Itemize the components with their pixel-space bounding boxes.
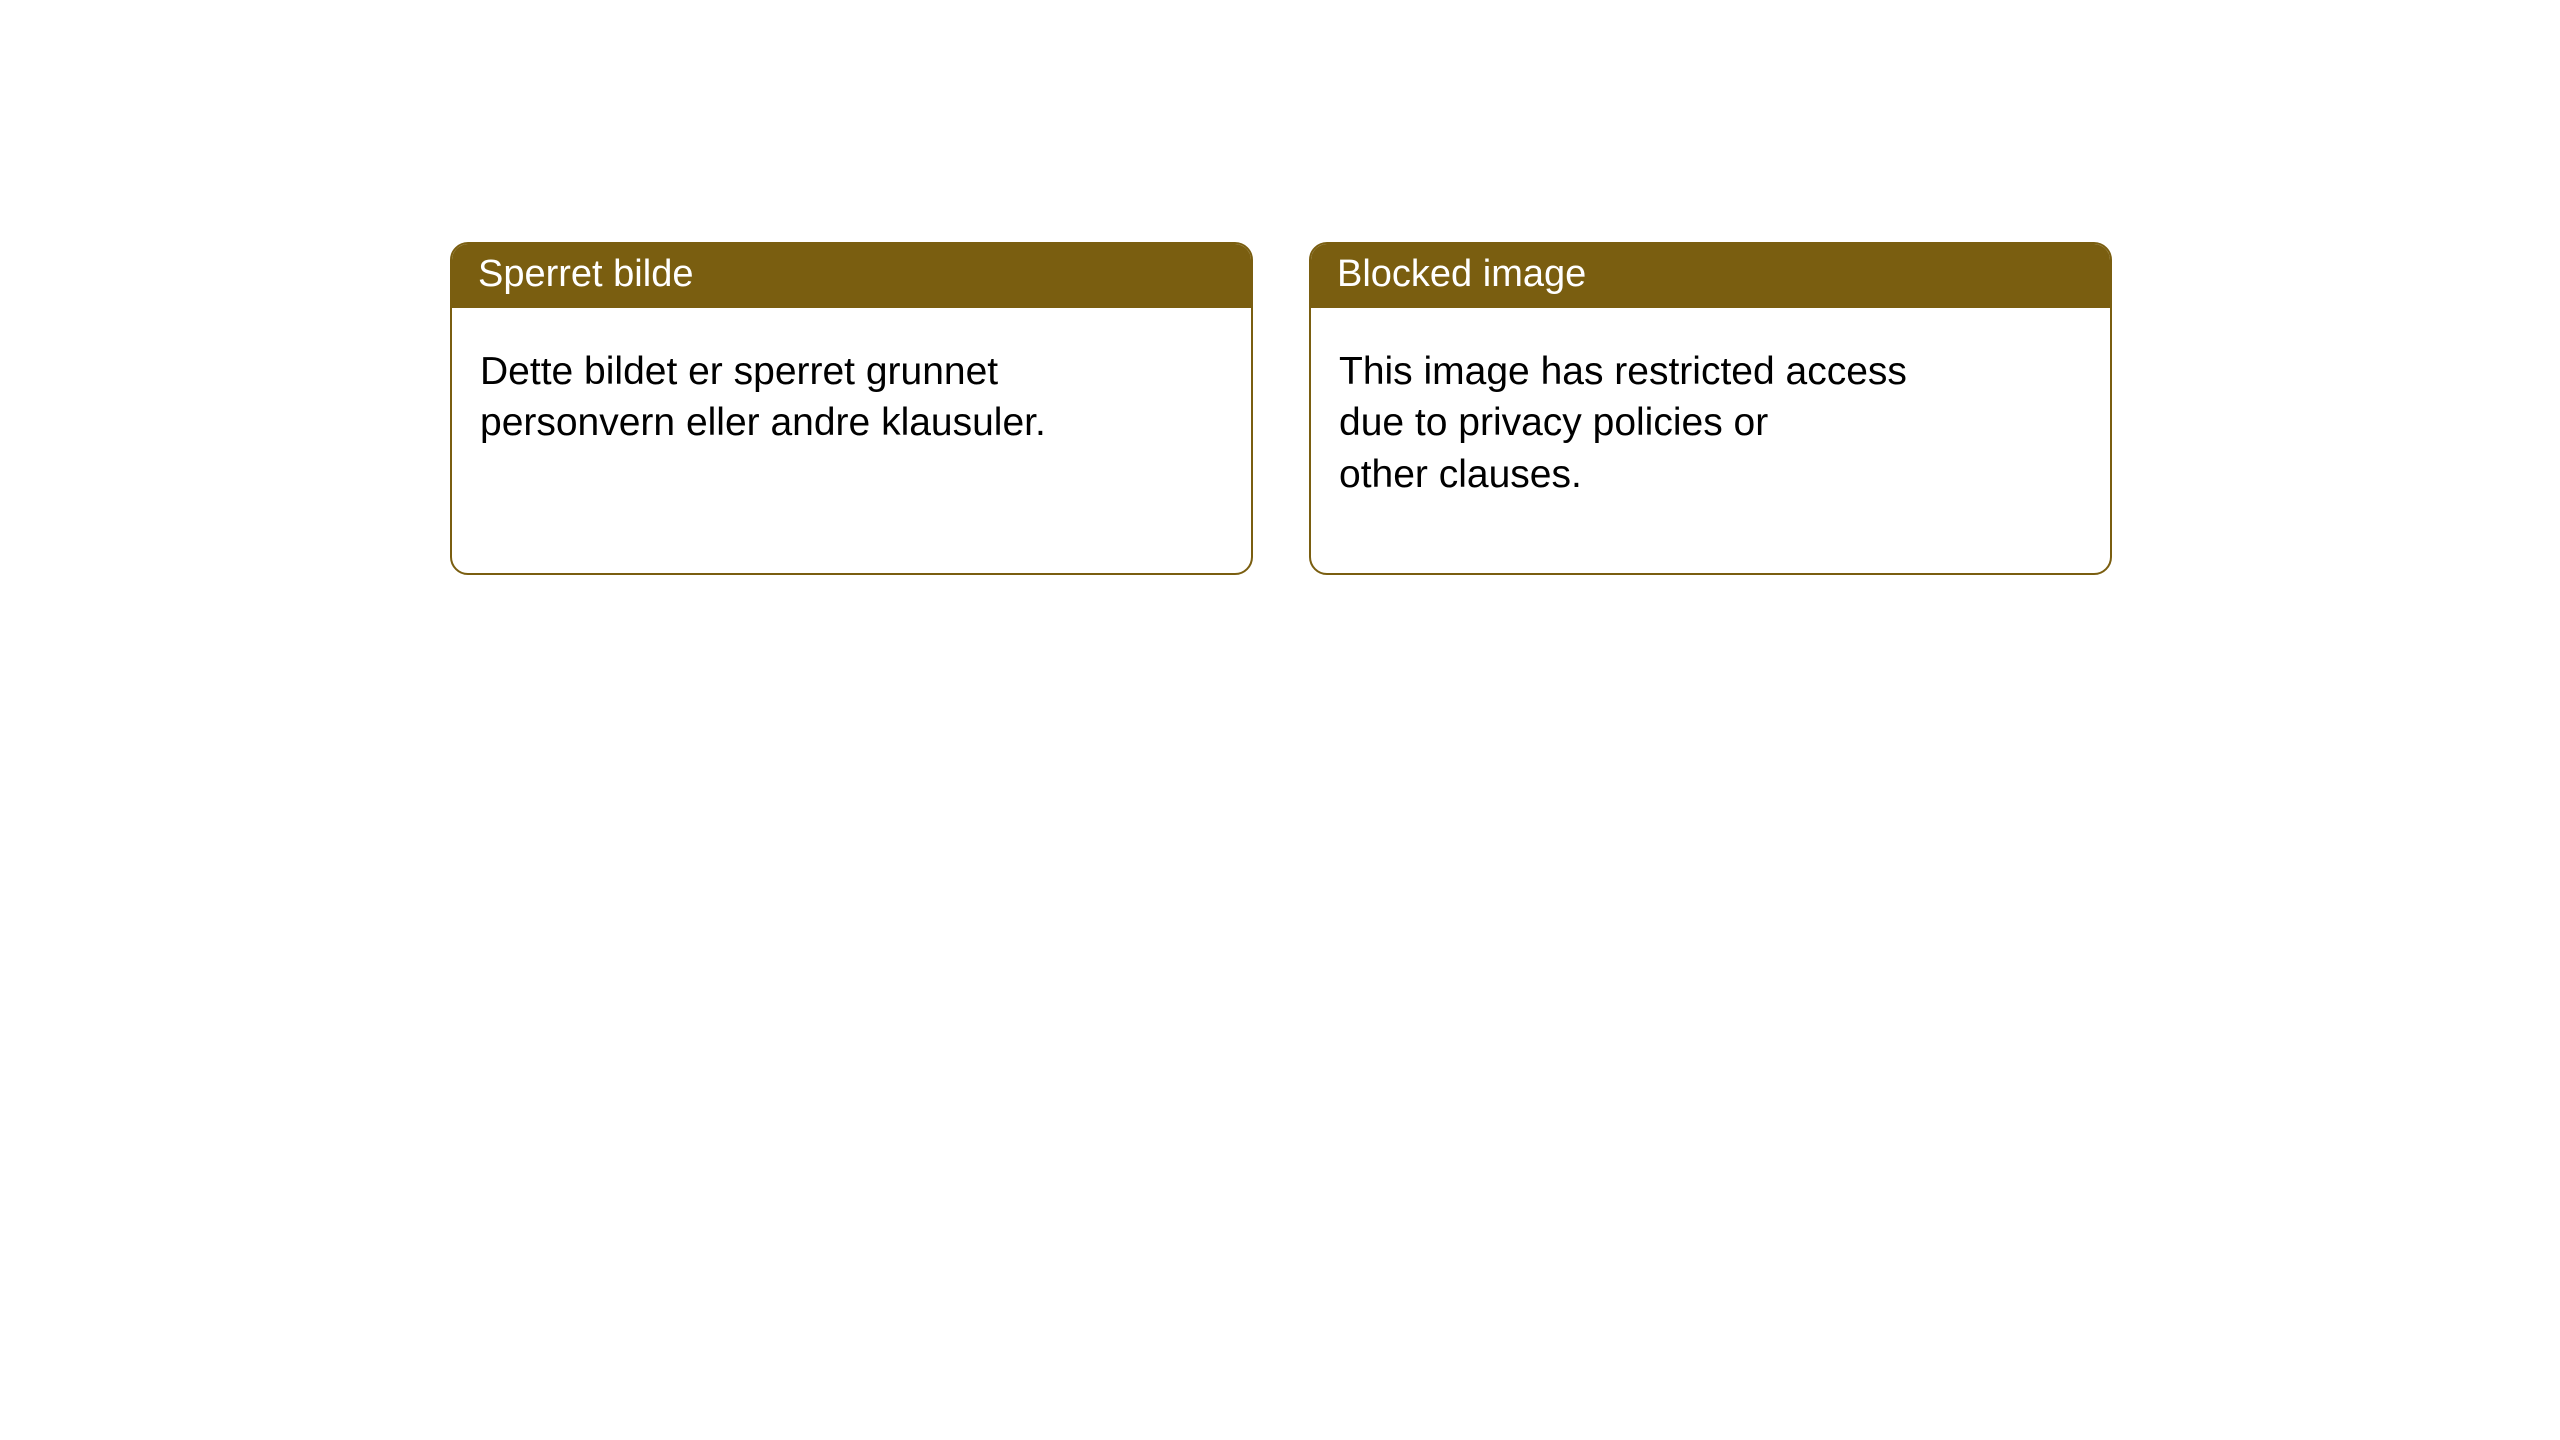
notice-body: Dette bildet er sperret grunnet personve… xyxy=(452,308,1132,488)
notice-header: Sperret bilde xyxy=(452,244,1251,308)
notice-body: This image has restricted access due to … xyxy=(1311,308,1991,540)
notice-card-norwegian: Sperret bilde Dette bildet er sperret gr… xyxy=(450,242,1253,575)
notice-card-english: Blocked image This image has restricted … xyxy=(1309,242,2112,575)
notice-container: Sperret bilde Dette bildet er sperret gr… xyxy=(0,0,2560,575)
notice-header: Blocked image xyxy=(1311,244,2110,308)
